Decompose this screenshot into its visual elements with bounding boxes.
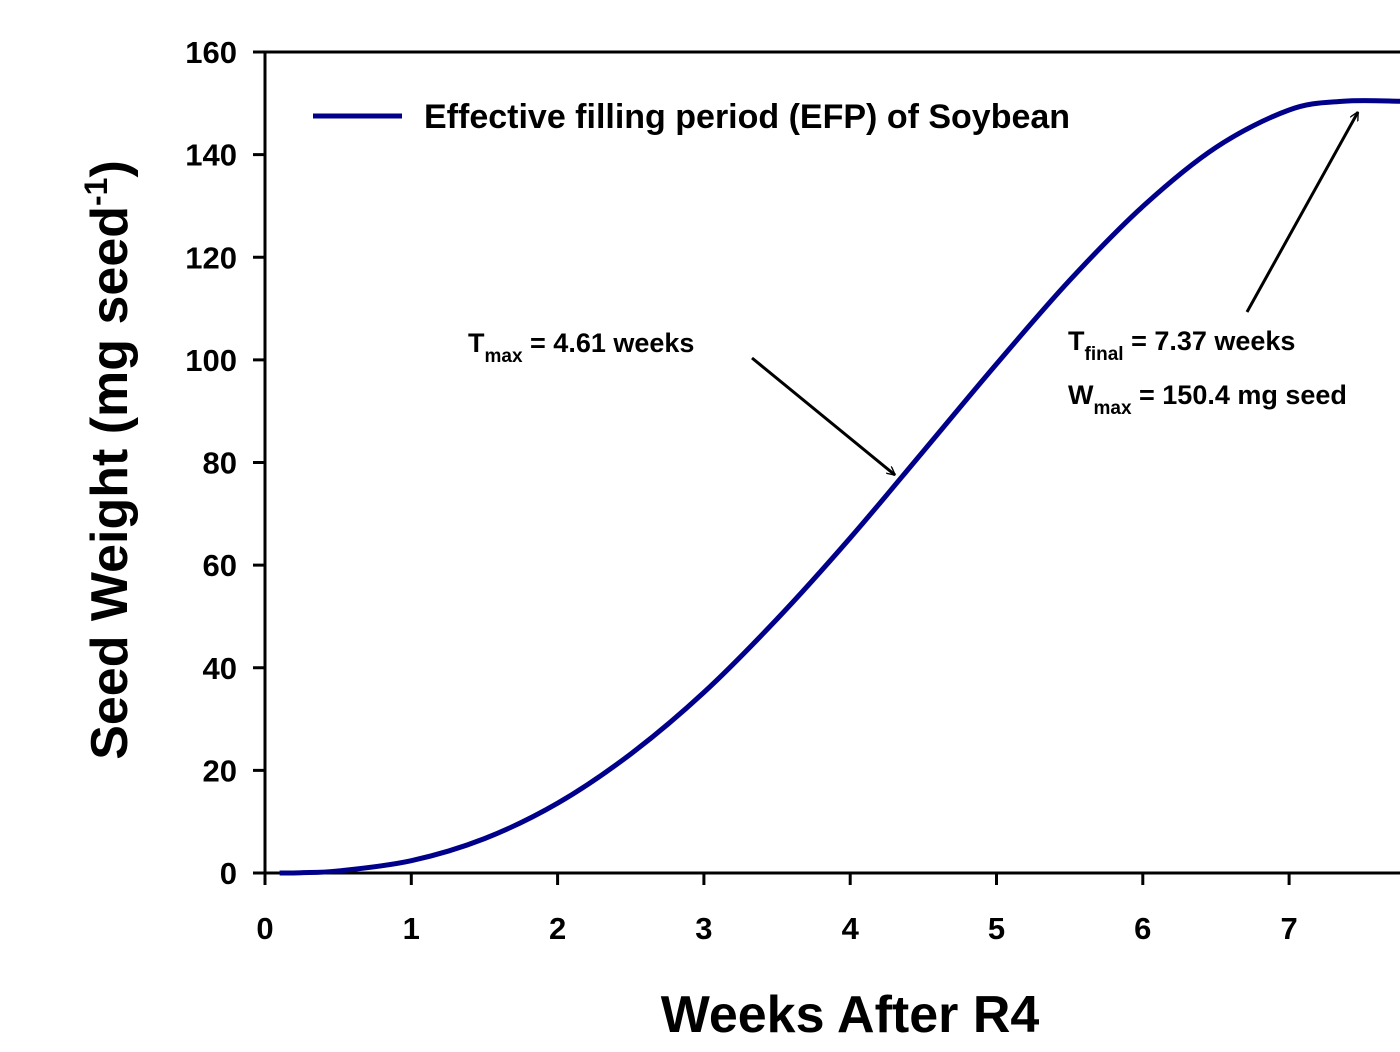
y-tick-label: 40 <box>203 651 237 686</box>
x-tick-label: 3 <box>695 911 712 946</box>
y-tick-label: 60 <box>203 548 237 583</box>
x-tick-label: 4 <box>842 911 860 946</box>
y-tick-label: 0 <box>220 856 237 891</box>
x-tick-label: 0 <box>256 911 273 946</box>
y-tick-label: 160 <box>185 35 237 70</box>
arrow <box>1245 112 1360 313</box>
y-tick-label: 100 <box>185 343 237 378</box>
y-tick-label: 20 <box>203 753 237 788</box>
y-title-end: ) <box>81 160 139 177</box>
ann-sub: max <box>1093 398 1131 419</box>
ann-rest: = 150.4 mg seed <box>1132 380 1347 410</box>
ann-main: W <box>1068 380 1094 410</box>
ann-main: T <box>468 328 485 358</box>
arrow <box>751 356 895 475</box>
x-tick-label: 6 <box>1134 911 1151 946</box>
x-tick-label: 1 <box>403 911 420 946</box>
y-tick-label: 140 <box>185 138 237 173</box>
y-tick-label: 120 <box>185 240 237 275</box>
annotation-tfinal: Tfinal = 7.37 weeks <box>1068 326 1295 365</box>
x-tick-label: 2 <box>549 911 566 946</box>
annotation-tmax: Tmax = 4.61 weeks <box>468 328 694 367</box>
y-tick-label: 80 <box>203 446 237 481</box>
x-axis-title: Weeks After R4 <box>661 986 1040 1044</box>
data-line <box>279 98 1400 876</box>
annotation-wmax: Wmax = 150.4 mg seed <box>1068 380 1347 419</box>
legend-label: Effective filling period (EFP) of Soybea… <box>424 98 1070 136</box>
x-tick-label: 7 <box>1280 911 1297 946</box>
y-title-main: Seed Weight (mg seed <box>81 206 139 760</box>
ann-rest: = 7.37 weeks <box>1124 326 1296 356</box>
y-axis-title: Seed Weight (mg seed-1) <box>78 160 139 760</box>
plot-frame <box>263 50 1400 875</box>
ann-rest: = 4.61 weeks <box>523 328 695 358</box>
ann-sub: max <box>485 346 523 367</box>
ann-main: T <box>1068 326 1085 356</box>
y-title-sup: -1 <box>78 178 114 206</box>
x-tick-label: 5 <box>988 911 1005 946</box>
ann-sub: final <box>1085 344 1124 365</box>
